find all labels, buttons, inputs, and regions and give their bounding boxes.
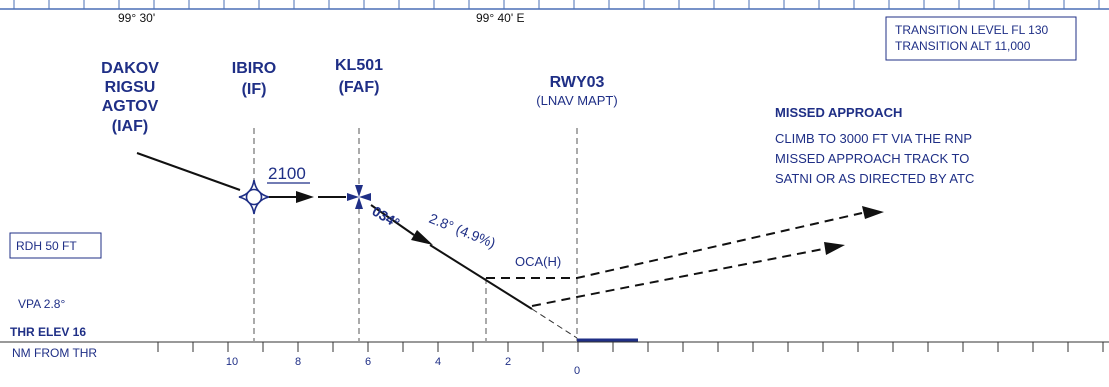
longitude-label-right: 99° 40' E [476, 11, 524, 25]
transition-alt-text: TRANSITION ALT 11,000 [895, 39, 1031, 53]
rdh-label: RDH 50 FT [16, 239, 77, 253]
missed-approach-title: MISSED APPROACH [775, 105, 902, 120]
if-name-label: IBIRO [232, 60, 276, 77]
flyby-waypoint-icon [238, 179, 270, 215]
missed-approach-line-2: MISSED APPROACH TRACK TO [775, 151, 969, 166]
missed-approach-block: MISSED APPROACH CLIMB TO 3000 FT VIA THE… [775, 105, 974, 186]
glide-path-label: 2.8° (4.9%) [427, 210, 498, 251]
transition-box-border [885, 16, 1077, 61]
intermediate-altitude-label: 2100 [268, 164, 306, 183]
final-segment-line [429, 244, 533, 310]
missed-approach-path-lower [531, 248, 824, 307]
iaf-name-2: RIGSU [105, 79, 156, 96]
missed-approach-arrow-upper [862, 206, 884, 219]
vpa-label: VPA 2.8° [18, 297, 65, 311]
oca-label: OCA(H) [515, 254, 561, 269]
final-track-label: 034° [370, 203, 403, 231]
top-scale-bar: 99° 30' 99° 40' E [0, 0, 1109, 25]
missed-approach-path-upper [486, 212, 863, 279]
faf-label-group: KL501 (FAF) [335, 57, 383, 96]
bottom-distance-scale: NM FROM THR 10 8 6 4 2 0 [0, 341, 1109, 377]
distance-label-2: 2 [505, 356, 511, 368]
rdh-box: RDH 50 FT [9, 232, 102, 259]
missed-approach-line-3: SATNI OR AS DIRECTED BY ATC [775, 171, 974, 186]
faf-name-label: KL501 [335, 57, 383, 74]
visual-segment-line [531, 308, 578, 339]
flyover-waypoint-icon [347, 185, 371, 209]
missed-approach-line-1: CLIMB TO 3000 FT VIA THE RNP [775, 131, 972, 146]
iaf-name-3: AGTOV [102, 98, 159, 115]
thr-elev-label: THR ELEV 16 [10, 325, 86, 339]
intermediate-arrowhead [296, 191, 314, 203]
if-role-label: (IF) [242, 81, 267, 98]
final-arrowhead [411, 230, 433, 245]
transition-level-box: TRANSITION LEVEL FL 130 TRANSITION ALT 1… [885, 16, 1077, 61]
distance-label-6: 6 [365, 356, 371, 368]
rwy-label-group: RWY03 (LNAV MAPT) [536, 74, 617, 108]
longitude-label-left: 99° 30' [118, 11, 155, 25]
final-segment-upper-line [370, 204, 415, 236]
missed-approach-arrow-lower [824, 242, 845, 255]
if-label-group: IBIRO (IF) [232, 60, 276, 98]
distance-label-4: 4 [435, 356, 441, 368]
rwy-name-label: RWY03 [550, 74, 605, 91]
initial-segment-line [136, 152, 241, 191]
distance-label-8: 8 [295, 356, 301, 368]
distance-scale-ticks [157, 342, 1104, 352]
distance-label-0: 0 [574, 365, 580, 377]
distance-label-10: 10 [226, 356, 238, 368]
nm-from-thr-label: NM FROM THR [12, 346, 97, 360]
iaf-role-label: (IAF) [112, 118, 148, 135]
rdh-box-border [9, 232, 102, 259]
iaf-name-1: DAKOV [101, 60, 159, 77]
faf-role-label: (FAF) [339, 79, 380, 96]
iaf-label-group: DAKOV RIGSU AGTOV (IAF) [101, 60, 159, 135]
top-scale-ticks [13, 0, 1100, 9]
rwy-role-label: (LNAV MAPT) [536, 93, 617, 108]
transition-level-text: TRANSITION LEVEL FL 130 [895, 23, 1048, 37]
